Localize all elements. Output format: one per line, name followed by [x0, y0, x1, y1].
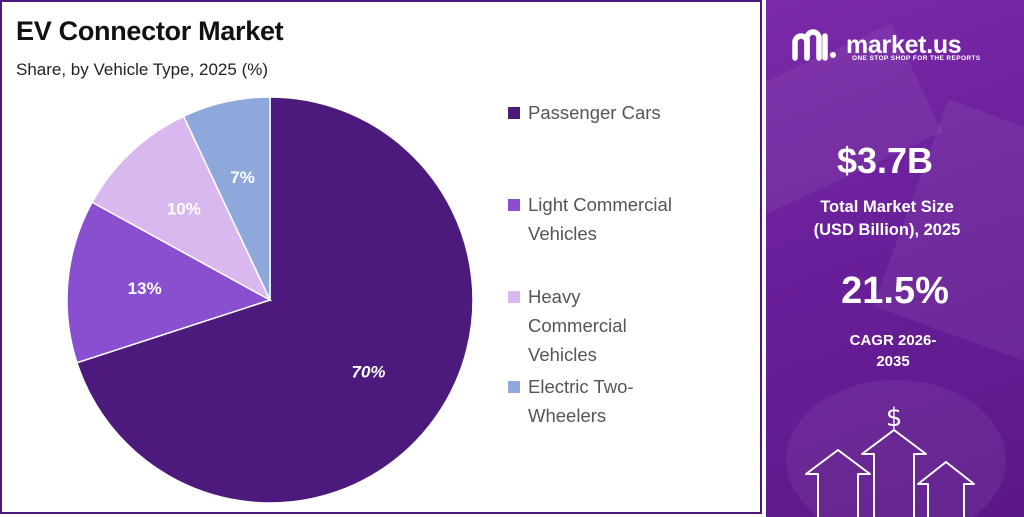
- summary-panel: market.us ONE STOP SHOP FOR THE REPORTS …: [766, 0, 1024, 517]
- legend-item-heavy-commercial-vehicles[interactable]: Heavy Commercial Vehicles: [508, 282, 658, 369]
- pie-slice-heavy-commercial-vehicles[interactable]: [91, 115, 272, 302]
- slice-value-label: 70%: [352, 363, 386, 382]
- pie-slice-light-commercial-vehicles[interactable]: [66, 201, 272, 364]
- legend-label: Passenger Cars: [528, 102, 661, 123]
- market-us-logo-icon: [792, 29, 836, 61]
- market-size-label: Total Market Size (USD Billion), 2025: [813, 198, 961, 239]
- brand-name: market.us: [846, 30, 962, 59]
- chart-title: EV Connector Market: [16, 16, 284, 46]
- legend-swatch: [508, 199, 520, 211]
- legend-item-electric-two-wheelers[interactable]: Electric Two-Wheelers: [508, 372, 678, 430]
- legend-item-light-commercial-vehicles[interactable]: Light Commercial Vehicles: [508, 190, 718, 248]
- brand-tagline: ONE STOP SHOP FOR THE REPORTS: [852, 55, 981, 62]
- legend-label: Light Commercial Vehicles: [528, 194, 672, 244]
- chart-subtitle: Share, by Vehicle Type, 2025 (%): [16, 60, 269, 79]
- market-size-value: $3.7B: [836, 140, 934, 181]
- chart-panel: EV Connector Market Share, by Vehicle Ty…: [0, 0, 762, 514]
- legend-item-passenger-cars[interactable]: Passenger Cars: [508, 98, 718, 127]
- brand-logo[interactable]: market.us: [792, 28, 962, 62]
- legend-label: Electric Two-Wheelers: [528, 376, 634, 426]
- legend-swatch: [508, 107, 520, 119]
- legend-swatch: [508, 381, 520, 393]
- growth-arrows-icon: $: [805, 403, 975, 517]
- slice-value-label: 10%: [167, 199, 201, 218]
- pie-slice-electric-two-wheelers[interactable]: [182, 96, 271, 301]
- slice-value-label: 13%: [128, 279, 162, 298]
- pie-slice-passenger-cars[interactable]: [75, 96, 474, 504]
- cagr-label: CAGR 2026-2035: [849, 332, 937, 370]
- slice-value-label: 7%: [230, 168, 255, 187]
- pie-slices: [66, 96, 474, 504]
- dollar-icon: $: [886, 403, 903, 433]
- background-shape: [786, 380, 1006, 517]
- pie-slice-labels: 70% 13% 10% 7%: [128, 168, 386, 381]
- pie-chart: 70% 13% 10% 7%: [66, 96, 474, 504]
- cagr-value: 21.5%: [841, 270, 949, 312]
- legend-swatch: [508, 291, 520, 303]
- legend-label: Heavy Commercial Vehicles: [528, 286, 627, 365]
